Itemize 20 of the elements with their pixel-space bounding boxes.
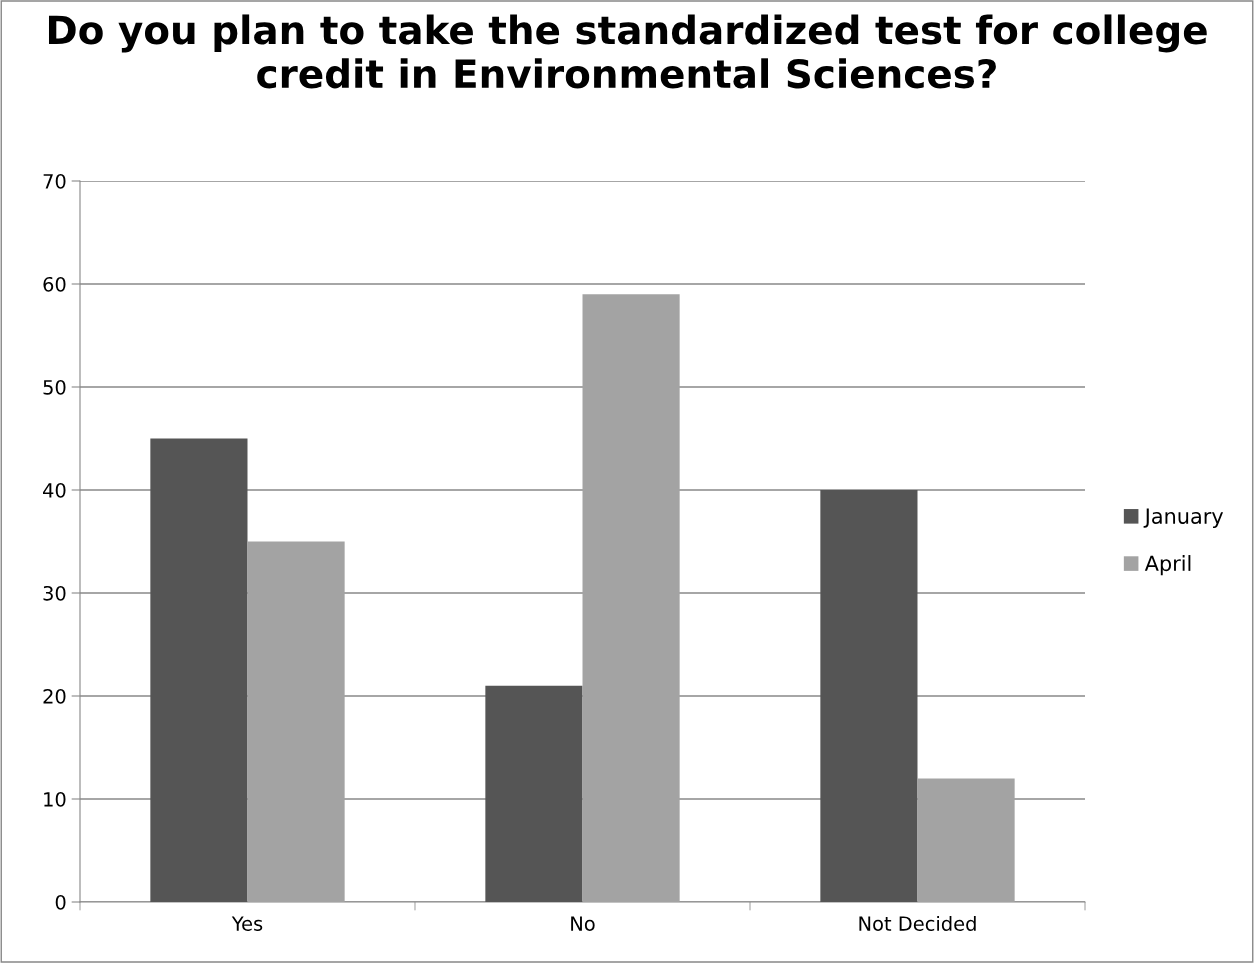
bar <box>917 778 1015 902</box>
y-tick-label: 50 <box>43 379 66 395</box>
bar <box>247 541 345 902</box>
y-tick-label: 70 <box>43 173 66 189</box>
bar <box>820 490 918 902</box>
x-tick-label: Yes <box>231 916 263 931</box>
chart-title: Do you plan to take the standardized test for college credit in Environmental Sciences? <box>48 14 1207 89</box>
legend-label: January <box>1143 508 1224 528</box>
y-tick-label: 60 <box>43 276 66 292</box>
bar <box>485 685 583 902</box>
y-tick-label: 20 <box>43 688 66 704</box>
bar <box>582 294 680 902</box>
bar <box>150 438 248 902</box>
x-tick-label: No <box>571 916 595 931</box>
y-tick-label: 40 <box>43 482 66 498</box>
y-tick-label: 10 <box>44 791 66 807</box>
x-tick-label: Not Decided <box>859 915 976 931</box>
y-tick-label: 0 <box>55 894 66 910</box>
legend-label: April <box>1144 555 1191 576</box>
y-tick-label: 30 <box>43 585 66 601</box>
